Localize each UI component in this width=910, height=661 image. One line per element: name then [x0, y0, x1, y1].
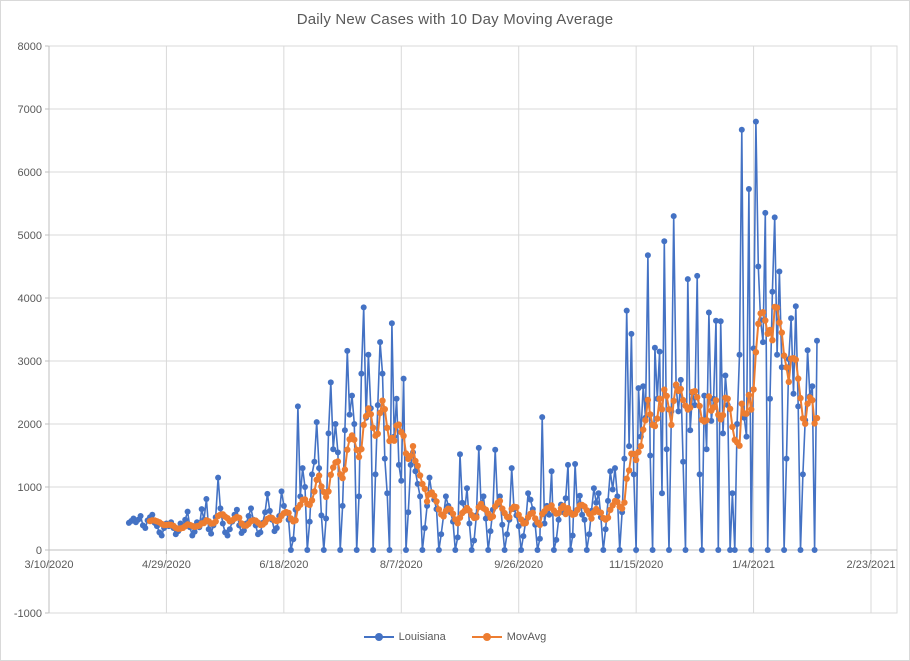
louisiana-line-marker-icon: [363, 632, 394, 642]
svg-text:9/26/2020: 9/26/2020: [494, 559, 543, 571]
svg-text:11/15/2020: 11/15/2020: [609, 559, 663, 571]
svg-text:0: 0: [36, 545, 42, 557]
svg-text:2/23/2021: 2/23/2021: [847, 559, 896, 571]
legend-label-louisiana: Louisiana: [398, 631, 446, 643]
legend-item-movavg: MovAvg: [471, 631, 547, 643]
svg-text:8000: 8000: [18, 41, 42, 53]
movavg-line-marker-icon: [471, 632, 502, 642]
svg-text:6000: 6000: [18, 167, 42, 179]
svg-text:1000: 1000: [18, 482, 42, 494]
svg-text:3000: 3000: [18, 356, 42, 368]
svg-text:-1000: -1000: [14, 608, 42, 620]
svg-text:6/18/2020: 6/18/2020: [259, 559, 308, 571]
svg-text:5000: 5000: [18, 230, 42, 242]
svg-text:2000: 2000: [18, 419, 42, 431]
legend: Louisiana MovAvg: [1, 631, 909, 643]
svg-text:1/4/2021: 1/4/2021: [732, 559, 775, 571]
chart-title: Daily New Cases with 10 Day Moving Avera…: [296, 11, 614, 28]
svg-text:7000: 7000: [18, 104, 42, 116]
svg-text:4/29/2020: 4/29/2020: [142, 559, 191, 571]
legend-label-movavg: MovAvg: [506, 631, 547, 643]
svg-text:8/7/2020: 8/7/2020: [380, 559, 423, 571]
svg-text:4000: 4000: [18, 293, 42, 305]
legend-item-louisiana: Louisiana: [363, 631, 446, 643]
